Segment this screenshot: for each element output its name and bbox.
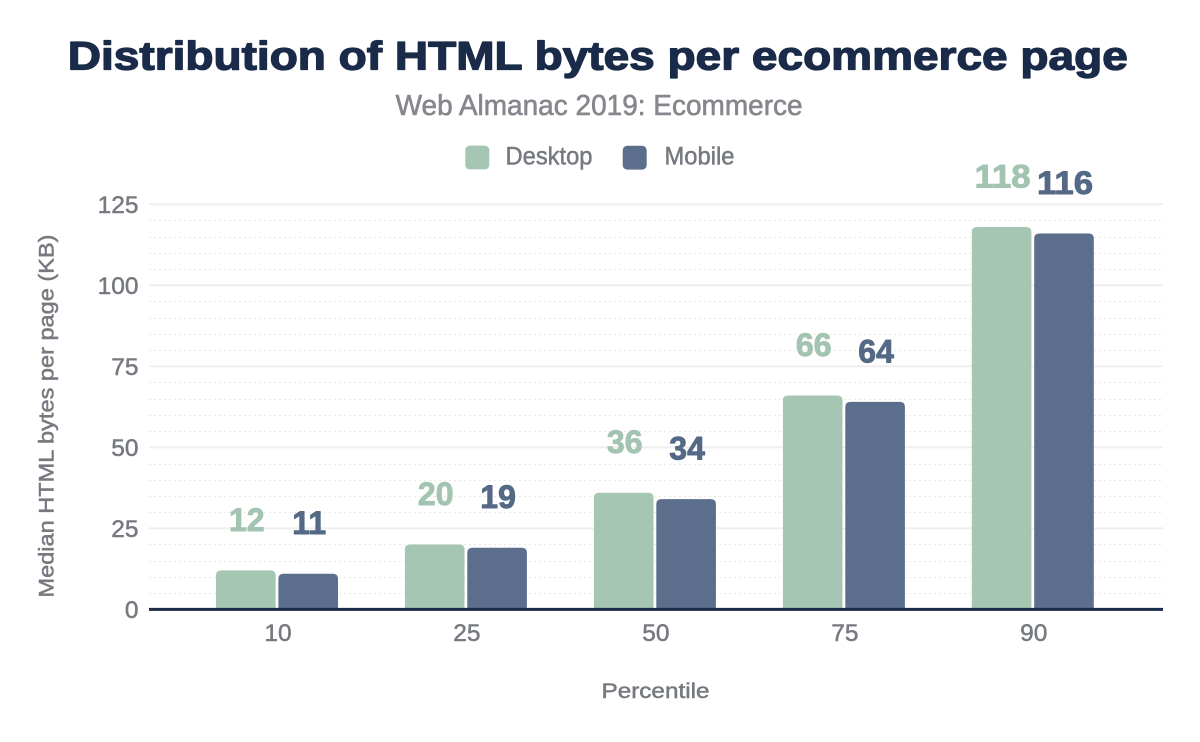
svg-text:Web Almanac 2019: Ecommerce: Web Almanac 2019: Ecommerce — [396, 90, 803, 122]
svg-text:118: 118 — [975, 159, 1031, 195]
svg-text:50: 50 — [111, 435, 138, 462]
svg-text:10: 10 — [264, 620, 291, 647]
svg-text:116: 116 — [1037, 165, 1093, 201]
svg-text:Median HTML bytes per page (KB: Median HTML bytes per page (KB) — [35, 235, 59, 598]
svg-text:125: 125 — [98, 192, 139, 219]
svg-text:100: 100 — [98, 273, 139, 300]
svg-text:25: 25 — [453, 620, 480, 647]
svg-text:19: 19 — [480, 479, 516, 515]
svg-text:50: 50 — [642, 620, 669, 647]
svg-text:11: 11 — [292, 505, 326, 541]
svg-text:Distribution of HTML bytes per: Distribution of HTML bytes per ecommerce… — [68, 35, 1128, 79]
svg-text:75: 75 — [111, 354, 138, 381]
svg-text:20: 20 — [418, 476, 454, 512]
svg-text:64: 64 — [858, 333, 894, 369]
svg-text:Mobile: Mobile — [665, 142, 735, 170]
svg-text:75: 75 — [831, 620, 858, 647]
svg-text:90: 90 — [1020, 620, 1047, 647]
svg-text:0: 0 — [125, 597, 139, 624]
svg-text:34: 34 — [669, 431, 705, 467]
svg-text:66: 66 — [796, 327, 832, 363]
svg-text:Desktop: Desktop — [506, 142, 593, 170]
svg-text:Percentile: Percentile — [602, 679, 710, 703]
svg-text:25: 25 — [111, 516, 138, 543]
svg-text:36: 36 — [607, 424, 643, 460]
svg-text:12: 12 — [229, 502, 265, 538]
